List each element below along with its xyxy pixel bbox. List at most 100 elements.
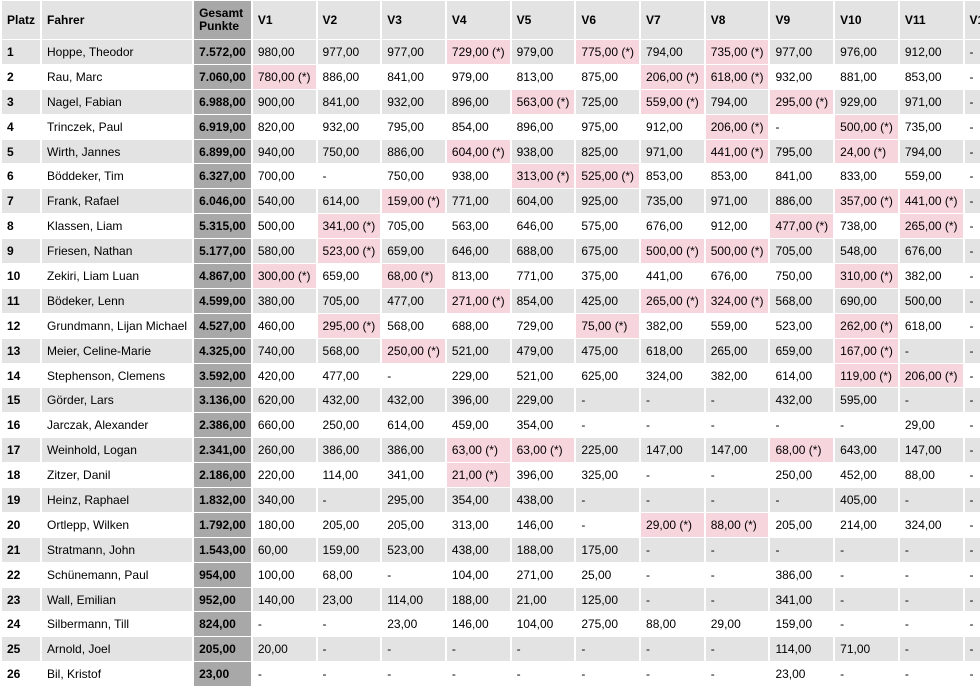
table-row: 3 Nagel, Fabian 6.988,00 900,00 841,00 932,00…	[2, 89, 980, 114]
round-result-cell-v2: 114,00	[317, 463, 381, 488]
round-result-cell-v1: 700,00	[252, 164, 316, 189]
round-result-cell-v3: 432,00	[382, 388, 445, 413]
round-result-cell-v1: 140,00	[252, 587, 316, 612]
round-result-cell-v12: -	[964, 288, 980, 313]
round-header-v11: V11	[899, 1, 963, 39]
gesamt-header-line2: Punkte	[199, 19, 240, 33]
round-result-cell-v3: 477,00	[382, 288, 445, 313]
round-result-cell-v1: 980,00	[252, 40, 316, 64]
round-result-cell-v5: 521,00	[511, 363, 575, 388]
round-result-cell-v4: 729,00 (*)	[446, 40, 510, 64]
total-points-cell: 6.046,00	[194, 189, 251, 214]
round-result-cell-v12: -	[964, 537, 980, 562]
round-result-cell-v4: 896,00	[446, 89, 510, 114]
round-result-cell-v11: 29,00	[899, 413, 963, 438]
round-result-cell-v1: 500,00	[252, 214, 316, 239]
round-result-cell-v11: 441,00 (*)	[899, 189, 963, 214]
round-result-cell-v10: 690,00	[835, 288, 898, 313]
total-points-cell: 5.315,00	[194, 214, 251, 239]
driver-name-cell: Meier, Celine-Marie	[42, 338, 193, 363]
driver-name-cell: Wall, Emilian	[42, 587, 193, 612]
platz-cell: 9	[2, 239, 41, 264]
round-result-cell-v2: 659,00	[317, 264, 381, 288]
round-result-cell-v2: 159,00	[317, 537, 381, 562]
round-result-cell-v5: 479,00	[511, 338, 575, 363]
round-result-cell-v10: 357,00 (*)	[835, 189, 898, 214]
round-result-cell-v2: 341,00 (*)	[317, 214, 381, 239]
round-result-cell-v1: 460,00	[252, 313, 316, 338]
table-row: 17 Weinhold, Logan 2.341,00 260,00 386,00 386…	[2, 438, 980, 463]
round-result-cell-v1: 540,00	[252, 189, 316, 214]
round-result-cell-v8: 206,00 (*)	[705, 114, 769, 139]
round-result-cell-v3: -	[382, 363, 445, 388]
platz-cell: 19	[2, 488, 41, 512]
round-result-cell-v5: 896,00	[511, 114, 575, 139]
round-result-cell-v10: 71,00	[835, 637, 898, 662]
round-result-cell-v1: 580,00	[252, 239, 316, 264]
round-result-cell-v7: 29,00 (*)	[641, 512, 704, 537]
round-result-cell-v8: 618,00 (*)	[705, 64, 769, 89]
round-result-cell-v3: 705,00	[382, 214, 445, 239]
round-result-cell-v9: 750,00	[770, 264, 834, 288]
round-result-cell-v9: -	[770, 537, 834, 562]
round-result-cell-v3: 341,00	[382, 463, 445, 488]
round-result-cell-v9: 68,00 (*)	[770, 438, 834, 463]
round-result-cell-v6: 725,00	[576, 89, 640, 114]
total-points-cell: 3.592,00	[194, 363, 251, 388]
round-result-cell-v4: 354,00	[446, 488, 510, 512]
platz-cell: 3	[2, 89, 41, 114]
round-result-cell-v6: 625,00	[576, 363, 640, 388]
platz-cell: 15	[2, 388, 41, 413]
platz-cell: 13	[2, 338, 41, 363]
round-result-cell-v11: -	[899, 537, 963, 562]
round-result-cell-v11: -	[899, 388, 963, 413]
round-result-cell-v4: 271,00 (*)	[446, 288, 510, 313]
table-row: 25 Arnold, Joel 205,00 20,00- - - - - - -114,00 71…	[2, 637, 980, 662]
round-result-cell-v1: -	[252, 612, 316, 637]
round-result-cell-v10: 976,00	[835, 40, 898, 64]
round-result-cell-v1: 380,00	[252, 288, 316, 313]
round-result-cell-v6: -	[576, 512, 640, 537]
round-result-cell-v9: 705,00	[770, 239, 834, 264]
round-result-cell-v4: 938,00	[446, 164, 510, 189]
total-points-cell: 2.386,00	[194, 413, 251, 438]
total-points-cell: 7.060,00	[194, 64, 251, 89]
round-result-cell-v8: -	[705, 637, 769, 662]
round-result-cell-v11: 618,00	[899, 313, 963, 338]
platz-cell: 23	[2, 587, 41, 612]
round-result-cell-v4: 21,00 (*)	[446, 463, 510, 488]
table-row: 13 Meier, Celine-Marie 4.325,00 740,00 568,0…	[2, 338, 980, 363]
driver-name-cell: Rau, Marc	[42, 64, 193, 89]
driver-name-cell: Zitzer, Danil	[42, 463, 193, 488]
round-result-cell-v10: -	[835, 612, 898, 637]
round-result-cell-v5: -	[511, 662, 575, 687]
total-points-cell: 4.867,00	[194, 264, 251, 288]
round-result-cell-v4: 646,00	[446, 239, 510, 264]
round-result-cell-v10: -	[835, 537, 898, 562]
round-result-cell-v9: 295,00 (*)	[770, 89, 834, 114]
round-result-cell-v6: 925,00	[576, 189, 640, 214]
round-result-cell-v2: 295,00 (*)	[317, 313, 381, 338]
round-result-cell-v8: -	[705, 463, 769, 488]
round-result-cell-v4: 604,00 (*)	[446, 139, 510, 164]
round-result-cell-v6: 325,00	[576, 463, 640, 488]
table-row: 9 Friesen, Nathan 5.177,00 580,00 523,00 (*)…	[2, 239, 980, 264]
driver-name-cell: Hoppe, Theodor	[42, 40, 193, 64]
round-result-cell-v2: -	[317, 612, 381, 637]
round-result-cell-v9: 114,00	[770, 637, 834, 662]
round-result-cell-v11: 853,00	[899, 64, 963, 89]
round-result-cell-v10: -	[835, 587, 898, 612]
round-result-cell-v4: 688,00	[446, 313, 510, 338]
total-points-cell: 4.325,00	[194, 338, 251, 363]
round-result-cell-v10: 214,00	[835, 512, 898, 537]
total-points-cell: 2.341,00	[194, 438, 251, 463]
platz-cell: 18	[2, 463, 41, 488]
round-result-cell-v2: 750,00	[317, 139, 381, 164]
round-result-cell-v2: 432,00	[317, 388, 381, 413]
round-result-cell-v4: 188,00	[446, 587, 510, 612]
round-result-cell-v1: 900,00	[252, 89, 316, 114]
standings-body: 1 Hoppe, Theodor 7.572,00 980,00 977,00 977,0…	[2, 40, 980, 687]
platz-cell: 21	[2, 537, 41, 562]
total-points-cell: 23,00	[194, 662, 251, 687]
